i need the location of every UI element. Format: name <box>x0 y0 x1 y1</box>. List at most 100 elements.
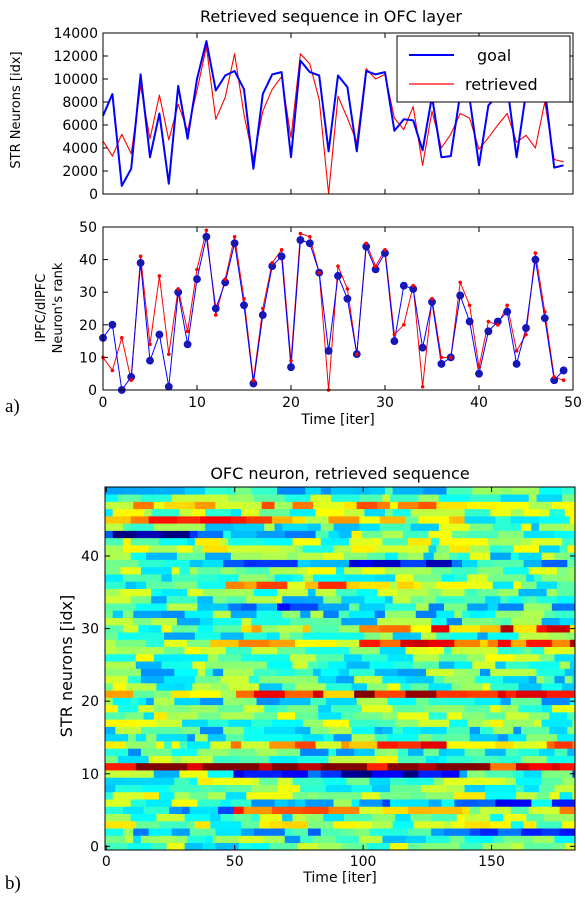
heatmap-cell <box>122 828 134 836</box>
heatmap-cell <box>533 719 543 727</box>
heatmap-cell <box>325 697 358 706</box>
heatmap-cell <box>418 516 450 524</box>
heatmap-cell <box>105 617 134 626</box>
heatmap-cell <box>323 777 347 785</box>
heatmap-cell <box>194 733 209 742</box>
xtick-label: 100 <box>350 854 377 870</box>
heatmap-cell <box>117 755 150 764</box>
heatmap-cell <box>433 675 445 684</box>
heatmap-cell <box>153 523 180 531</box>
heatmap-cell <box>426 835 450 844</box>
heatmap-cell <box>372 537 383 546</box>
point-blue <box>522 324 530 332</box>
heatmap-cell <box>171 755 183 764</box>
heatmap-cell <box>431 733 445 742</box>
heatmap-cell <box>135 603 168 611</box>
heatmap-cell <box>274 799 288 807</box>
heatmap-cell <box>115 726 142 735</box>
heatmap-cell <box>510 820 525 829</box>
heatmap-cell <box>264 523 275 531</box>
heatmap-cell <box>187 762 203 771</box>
heatmap-cell <box>164 675 196 684</box>
heatmap-cell <box>348 719 378 727</box>
heatmap-cell <box>333 523 360 531</box>
heatmap-cell <box>523 530 540 539</box>
heatmap-cell <box>300 835 314 844</box>
heatmap-cell <box>313 501 345 510</box>
heatmap-cell <box>143 508 152 517</box>
point-blue <box>211 304 220 313</box>
heatmap-cell <box>428 646 445 655</box>
heatmap-cell <box>500 617 512 626</box>
heatmap-cell <box>449 719 468 727</box>
heatmap-cell <box>562 820 576 829</box>
heatmap-cell <box>374 733 388 742</box>
point-blue <box>258 311 267 319</box>
point-red <box>552 375 556 379</box>
heatmap-cell <box>138 559 165 568</box>
heatmap-cell <box>359 494 383 502</box>
heatmap-cell <box>523 820 537 829</box>
heatmap-cell <box>189 828 216 836</box>
heatmap-cell <box>153 712 168 720</box>
heatmap-cell <box>305 646 319 655</box>
heatmap-cell <box>130 559 139 568</box>
heatmap-cell <box>318 675 337 684</box>
point-red <box>157 274 162 278</box>
heatmap-cell <box>562 537 576 546</box>
heatmap-cell <box>197 494 229 502</box>
heatmap-cell <box>266 791 293 800</box>
heatmap-cell <box>428 799 442 807</box>
heatmap-cell <box>526 574 535 582</box>
heatmap-cell <box>549 632 566 640</box>
heatmap-cell <box>197 624 214 633</box>
heatmap-cell <box>146 639 165 648</box>
heatmap-cell <box>467 690 499 698</box>
heatmap-cell <box>536 494 563 502</box>
heatmap-cell <box>105 501 124 510</box>
heatmap-cell <box>387 683 401 691</box>
panel-label-a: a) <box>5 396 20 417</box>
heatmap-cell <box>379 632 394 640</box>
heatmap-cell <box>490 508 512 517</box>
heatmap-cell <box>544 675 555 684</box>
heatmap-cell <box>143 791 160 800</box>
heatmap-cell <box>374 690 406 698</box>
heatmap-cell <box>105 508 114 517</box>
heatmap-cell <box>413 574 442 582</box>
heatmap-cell <box>320 523 334 531</box>
heatmap-cell <box>384 487 394 495</box>
heatmap-cell <box>310 726 319 735</box>
heatmap-cell <box>223 726 245 735</box>
heatmap-cell <box>220 712 247 720</box>
heatmap-cell <box>117 770 132 778</box>
heatmap-cell <box>277 624 304 633</box>
heatmap-cell <box>225 733 245 742</box>
heatmap-cell <box>146 552 178 560</box>
heatmap-cell <box>413 639 430 648</box>
heatmap-cell <box>289 653 316 662</box>
heatmap-cell <box>122 501 134 510</box>
heatmap-cell <box>105 741 126 749</box>
heatmap-cell <box>243 770 255 778</box>
heatmap-cell <box>369 487 386 495</box>
heatmap-cell <box>564 595 576 604</box>
heatmap-cell <box>313 574 345 582</box>
heatmap-cell <box>336 675 355 684</box>
heatmap-cell <box>292 516 306 524</box>
heatmap-cell <box>210 820 242 829</box>
heatmap-cell <box>205 508 232 517</box>
heatmap-cell <box>554 842 566 851</box>
heatmap-cell <box>392 820 414 829</box>
heatmap-cell <box>174 668 198 677</box>
heatmap-cell <box>346 661 370 669</box>
heatmap-cell <box>564 668 576 677</box>
heatmap-cell <box>477 762 491 771</box>
heatmap-cell <box>246 791 268 800</box>
heatmap-cell <box>122 537 132 546</box>
heatmap-cell <box>341 842 350 851</box>
heatmap-cell <box>256 530 286 539</box>
heatmap-cell <box>105 494 119 502</box>
point-red <box>223 277 227 281</box>
heatmap-cell <box>189 690 221 698</box>
